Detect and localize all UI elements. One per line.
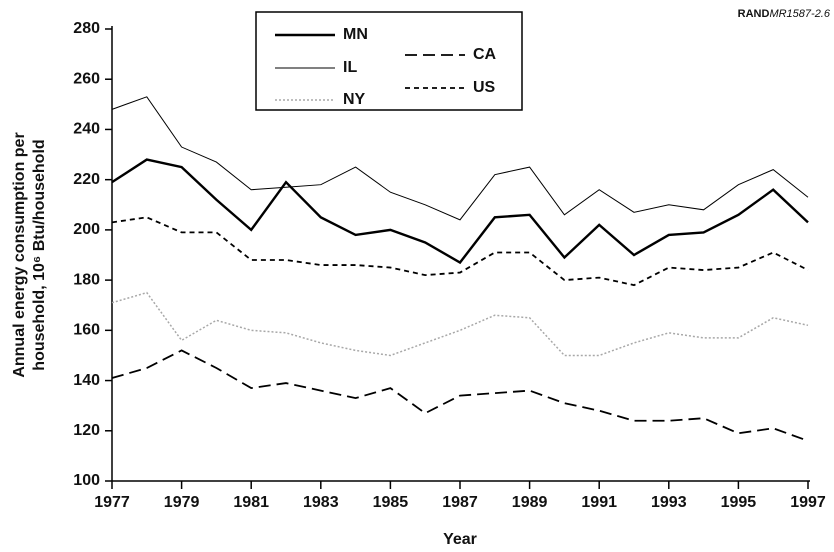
- legend: [255, 11, 523, 111]
- y-axis-label: Annual energy consumption per household,…: [11, 132, 48, 377]
- data-line: [111, 216, 809, 287]
- y-axis-label-line: Annual energy consumption per: [11, 132, 28, 377]
- x-tick-label: 1985: [373, 494, 409, 511]
- x-tick-label: 1981: [233, 494, 269, 511]
- y-tick-label: 260: [73, 70, 100, 87]
- x-tick-label: 1997: [790, 494, 826, 511]
- legend-label: NY: [343, 91, 366, 108]
- data-line: [111, 291, 809, 357]
- y-tick-label: 280: [73, 20, 100, 37]
- y-tick-label: 160: [73, 322, 100, 339]
- y-axis-label-line: household, 10⁶ Btu/household: [31, 139, 48, 370]
- y-tick-label: 120: [73, 422, 100, 439]
- x-axis-label: Year: [443, 531, 477, 548]
- x-tick-label: 1987: [442, 494, 478, 511]
- x-tick-label: 1977: [94, 494, 130, 511]
- data-line: [111, 96, 809, 221]
- y-tick-label: 180: [73, 271, 100, 288]
- y-tick-label: 200: [73, 221, 100, 238]
- x-tick-label: 1983: [303, 494, 339, 511]
- legend-label: US: [473, 79, 496, 96]
- x-tick-label: 1995: [721, 494, 757, 511]
- source-org: RAND: [738, 8, 770, 20]
- x-tick-label: 1991: [581, 494, 617, 511]
- y-tick-label: 220: [73, 171, 100, 188]
- y-tick-label: 100: [73, 472, 100, 489]
- x-tick-label: 1979: [164, 494, 200, 511]
- legend-label: MN: [343, 26, 368, 43]
- legend-label: CA: [473, 46, 497, 63]
- data-line: [111, 349, 809, 442]
- source-id: MR1587-2.6: [769, 8, 830, 20]
- legend-label: IL: [343, 59, 357, 76]
- x-tick-label: 1989: [512, 494, 548, 511]
- y-tick-label: 140: [73, 372, 100, 389]
- data-line: [111, 158, 809, 265]
- y-tick-label: 240: [73, 121, 100, 138]
- x-tick-label: 1993: [651, 494, 687, 511]
- source-note: RANDMR1587-2.6: [738, 8, 831, 20]
